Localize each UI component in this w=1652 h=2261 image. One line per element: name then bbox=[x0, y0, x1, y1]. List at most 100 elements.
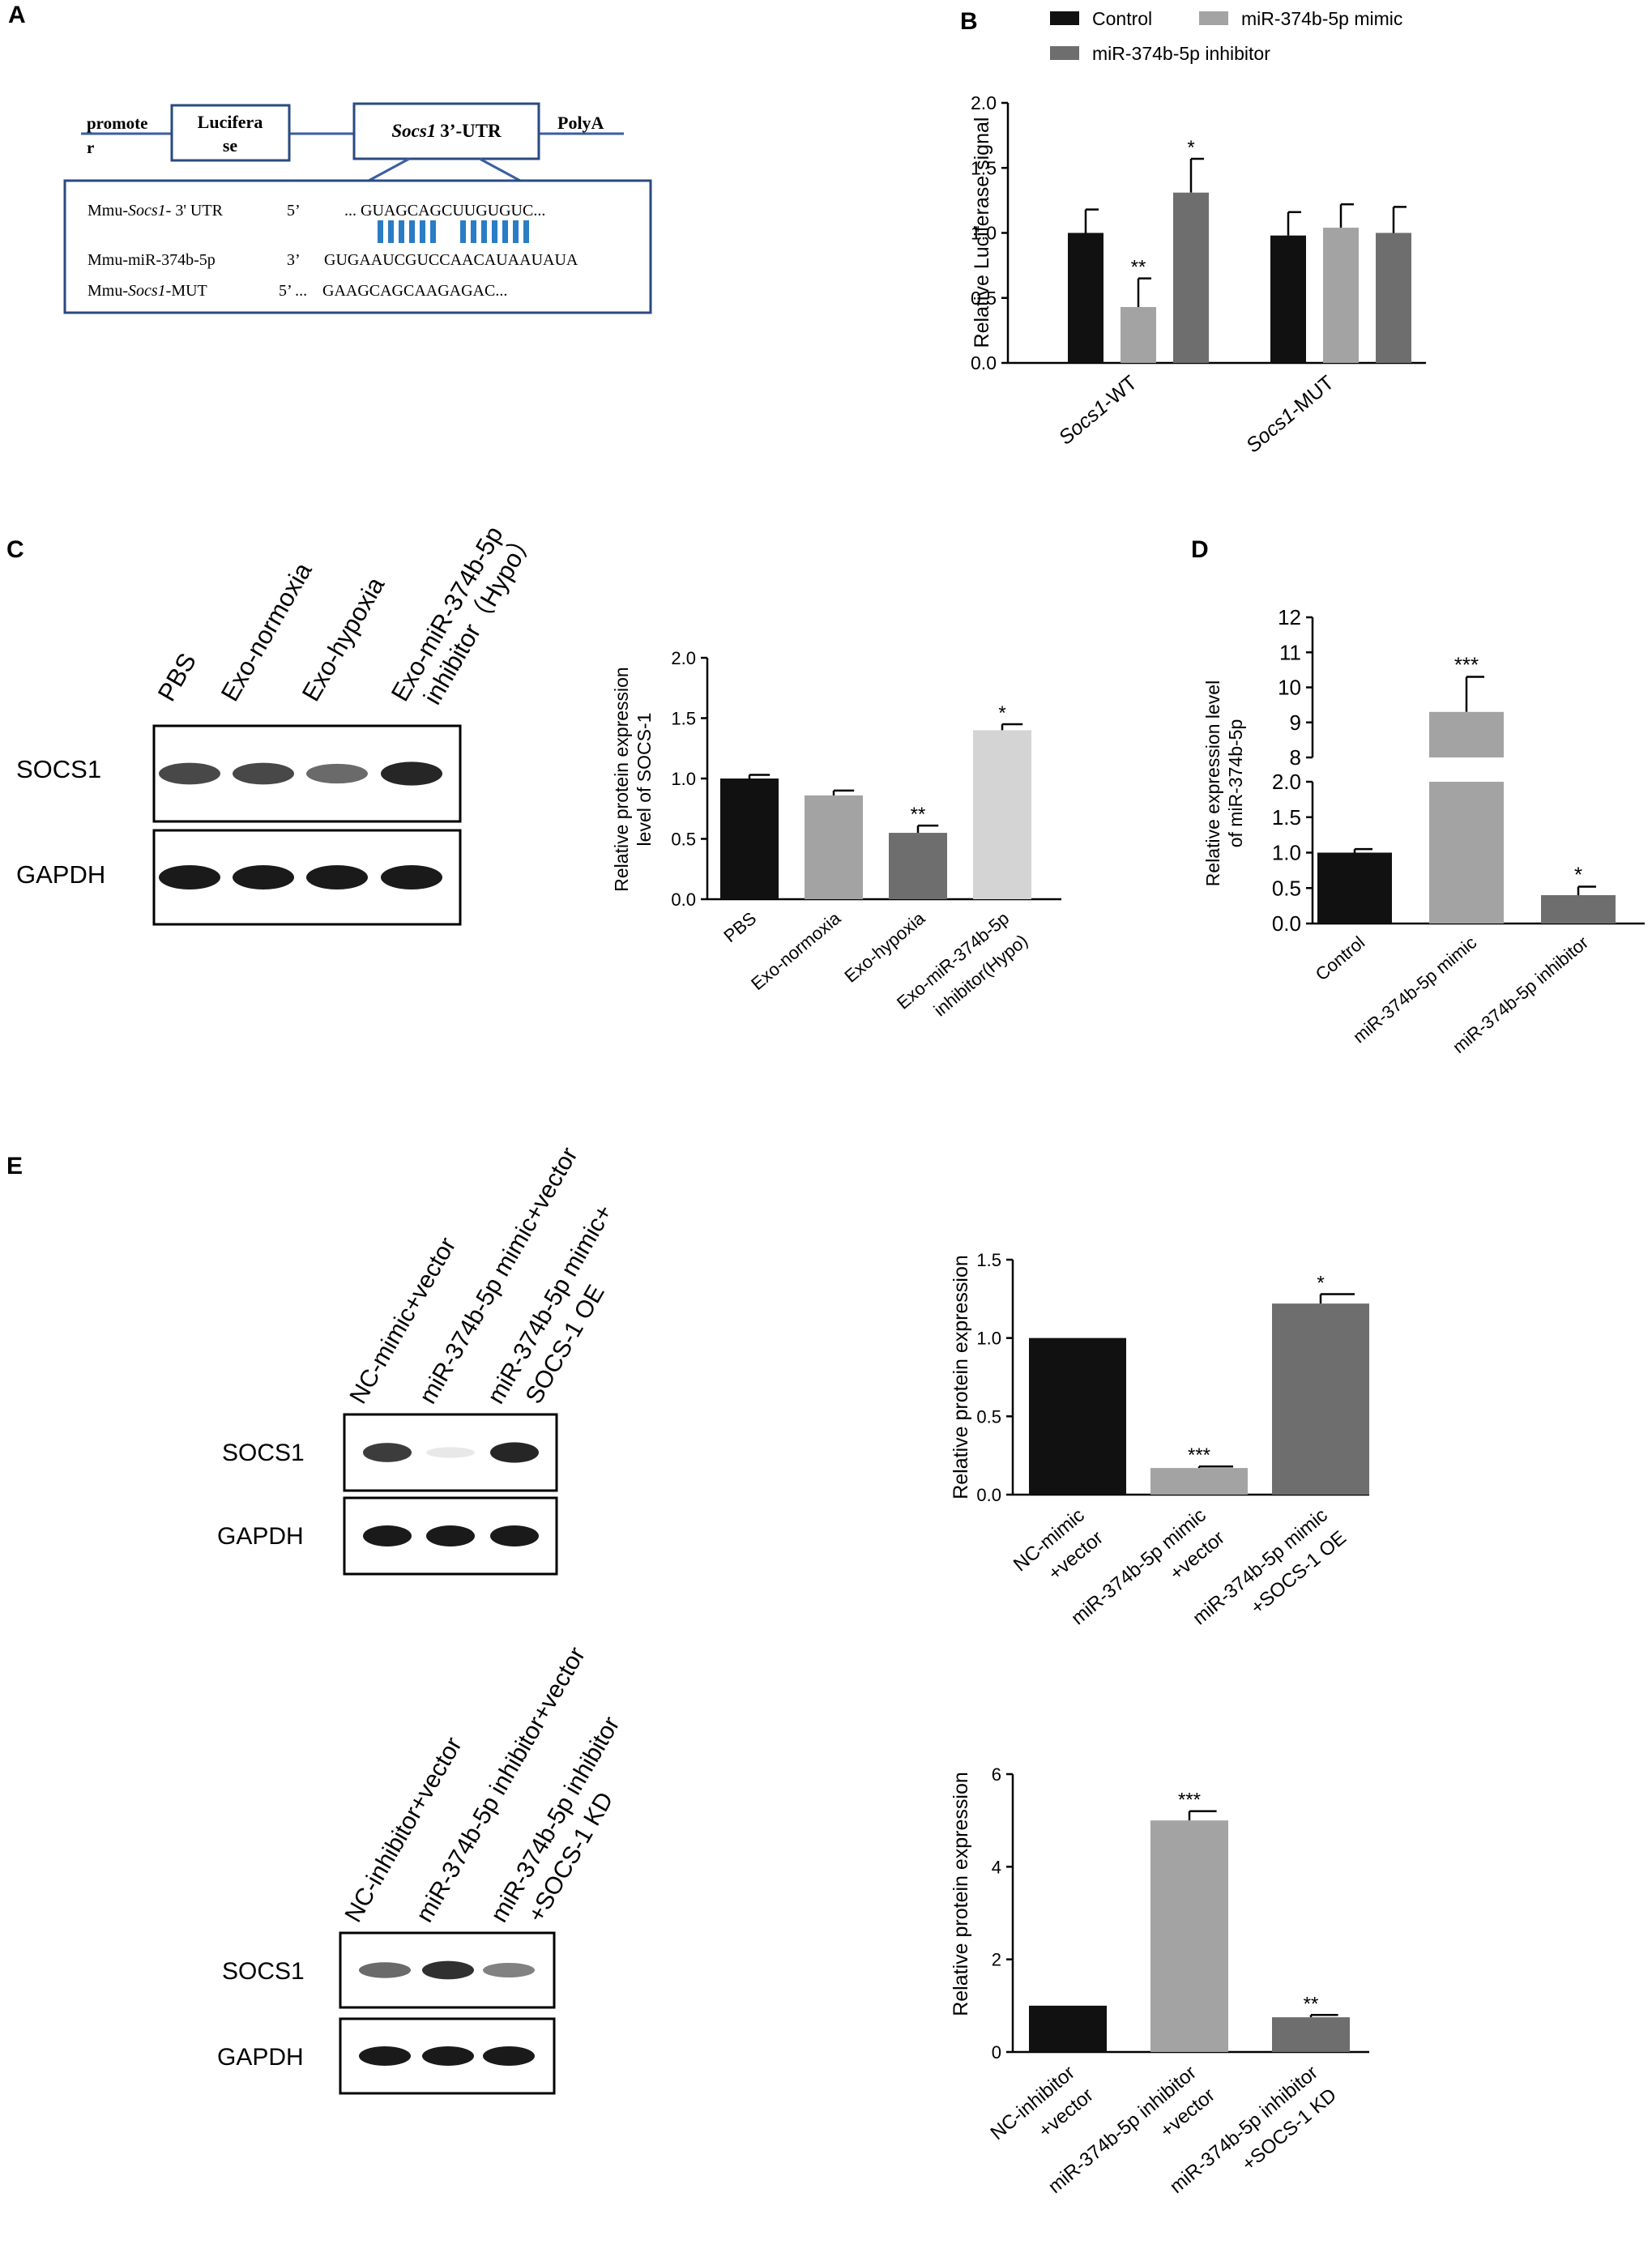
zoom-line-left bbox=[368, 157, 410, 182]
mut-end: 5’ ... bbox=[279, 282, 307, 300]
y-tick-label: 6 bbox=[992, 1764, 1001, 1785]
socs1-band bbox=[159, 762, 220, 785]
bar-upper bbox=[1429, 711, 1504, 757]
gapdh-band bbox=[233, 865, 294, 889]
y-tick-label: 1.0 bbox=[1272, 841, 1301, 865]
utr-suffix: 3’-UTR bbox=[440, 121, 502, 141]
chart-b: Control miR-374b-5p mimic miR-374b-5p in… bbox=[971, 8, 1426, 457]
bar bbox=[1270, 235, 1306, 363]
y-tick-label: 4 bbox=[992, 1857, 1001, 1877]
bar bbox=[889, 833, 947, 899]
mut-gene: Socs1 bbox=[128, 282, 166, 300]
gapdh-band bbox=[483, 2046, 535, 2066]
chart-d-ylabel-2: of miR-374b-5p bbox=[1225, 719, 1246, 848]
chart-e-bottom-ylabel: Relative protein expression bbox=[950, 1772, 972, 2016]
y-tick-label: 1.0 bbox=[671, 769, 696, 789]
y-tick-label: 0.5 bbox=[1272, 876, 1301, 900]
gapdh-band bbox=[426, 1525, 475, 1546]
wt-sequence: ... GUAGCAGCUUGUGUC... bbox=[344, 202, 545, 220]
socs1-utr-box bbox=[352, 102, 540, 160]
y-tick-label: 0.5 bbox=[971, 288, 997, 309]
wt-utr-label: Mmu-Socs1- 3' UTR bbox=[88, 202, 224, 220]
socs1-band bbox=[490, 1442, 539, 1463]
wt-gene: Socs1 bbox=[128, 202, 166, 220]
x-category-label: Control bbox=[1312, 932, 1368, 985]
y-tick-label: 11 bbox=[1279, 640, 1301, 664]
bar bbox=[1541, 895, 1616, 924]
panel-label-e: E bbox=[6, 1153, 23, 1180]
legend-label-mimic: miR-374b-5p mimic bbox=[1241, 8, 1402, 29]
chart-b-xlabel-mut: Socs1-MUT bbox=[1242, 371, 1338, 457]
blot-c-gapdh-label: GAPDH bbox=[16, 860, 105, 889]
significance-label: ** bbox=[911, 804, 926, 825]
gapdh-band bbox=[159, 865, 220, 889]
chart-c-ylabel-2: level of SOCS-1 bbox=[634, 713, 655, 847]
luciferase-label-1: Lucifera bbox=[198, 112, 263, 132]
socs1-band bbox=[359, 1962, 411, 1978]
mirna-label: Mmu-miR-374b-5p bbox=[88, 251, 216, 269]
y-tick-label: 0 bbox=[992, 2042, 1001, 2063]
wt-end: 5’ bbox=[287, 202, 301, 220]
socs1-band bbox=[381, 761, 442, 786]
y-tick-label: 1.5 bbox=[671, 709, 696, 729]
socs1-band bbox=[422, 1960, 474, 1980]
promoter-label-1: promote bbox=[87, 113, 147, 133]
significance-label: * bbox=[1187, 137, 1194, 159]
y-tick-label: 1.5 bbox=[971, 157, 997, 178]
y-tick-label: 2 bbox=[992, 1950, 1001, 1970]
blot-e2-socs1-label: SOCS1 bbox=[222, 1958, 305, 1985]
gapdh-band bbox=[359, 2046, 411, 2066]
x-category-label: PBS bbox=[719, 908, 760, 946]
blot-c-socs1-label: SOCS1 bbox=[16, 755, 101, 783]
significance-label: ** bbox=[1304, 1993, 1319, 2015]
wt-suffix: - 3' UTR bbox=[166, 202, 224, 220]
x-category-label: Exo-hypoxia bbox=[840, 907, 928, 986]
y-tick-label: 2.0 bbox=[971, 92, 997, 113]
y-tick-label: 12 bbox=[1278, 605, 1301, 629]
chart-b-xlabel-wt: Socs1-WT bbox=[1054, 371, 1141, 449]
bar bbox=[973, 730, 1031, 899]
significance-label: *** bbox=[1178, 1790, 1201, 1811]
y-tick-label: 1.5 bbox=[1272, 805, 1301, 830]
bar bbox=[1376, 232, 1411, 363]
y-tick-label: 0.0 bbox=[1272, 911, 1301, 936]
socs1-band bbox=[306, 763, 368, 784]
gapdh-band bbox=[381, 865, 442, 889]
panel-label-b: B bbox=[960, 8, 978, 35]
luciferase-box bbox=[170, 104, 291, 162]
socs1-utr-label: Socs1 3’-UTR bbox=[391, 121, 502, 141]
y-tick-label: 9 bbox=[1290, 710, 1301, 735]
base-pairing-marks bbox=[378, 220, 529, 243]
panel-label-a: A bbox=[8, 2, 26, 28]
bar bbox=[1068, 232, 1103, 363]
bar bbox=[1150, 1820, 1228, 2052]
x-category-label: miR-374b-5p mimic bbox=[1349, 932, 1480, 1047]
significance-label: * bbox=[1317, 1273, 1324, 1295]
blot-c: PBS Exo-normoxia Exo-hypoxia Exo-miR-374… bbox=[16, 522, 541, 926]
y-tick-label: 0.0 bbox=[976, 1485, 1001, 1505]
significance-label: ** bbox=[1131, 257, 1146, 279]
blot-c-lane-hypoxia: Exo-hypoxia bbox=[297, 572, 391, 706]
mut-sequence: GAAGCAGCAAGAGAC... bbox=[322, 282, 507, 300]
chart-e-top: 0.00.51.01.5NC-mimic+vector***miR-374b-5… bbox=[950, 1250, 1369, 1629]
y-tick-label: 0.0 bbox=[971, 352, 997, 373]
socs1-band bbox=[233, 762, 294, 785]
utr-gene: Socs1 bbox=[391, 121, 436, 141]
chart-e-top-ylabel: Relative protein expression bbox=[950, 1255, 972, 1500]
y-tick-label: 1.0 bbox=[976, 1329, 1001, 1349]
panel-label-d: D bbox=[1191, 536, 1209, 563]
socs1-band bbox=[426, 1447, 475, 1458]
gapdh-band bbox=[306, 865, 368, 889]
chart-b-legend: Control miR-374b-5p mimic miR-374b-5p in… bbox=[1050, 8, 1402, 64]
significance-label: * bbox=[998, 702, 1005, 724]
legend-label-inhibitor: miR-374b-5p inhibitor bbox=[1092, 43, 1270, 64]
bar bbox=[1029, 2005, 1107, 2052]
blot-e1-gapdh-label: GAPDH bbox=[217, 1523, 304, 1550]
mut-suffix-b: -MUT bbox=[1285, 371, 1338, 421]
x-category-label: Exo-normoxia bbox=[747, 907, 845, 994]
mut-suffix: -MUT bbox=[166, 282, 207, 300]
gapdh-band bbox=[490, 1525, 539, 1546]
legend-swatch-inhibitor bbox=[1050, 46, 1079, 60]
y-tick-label: 2.0 bbox=[1272, 770, 1301, 794]
